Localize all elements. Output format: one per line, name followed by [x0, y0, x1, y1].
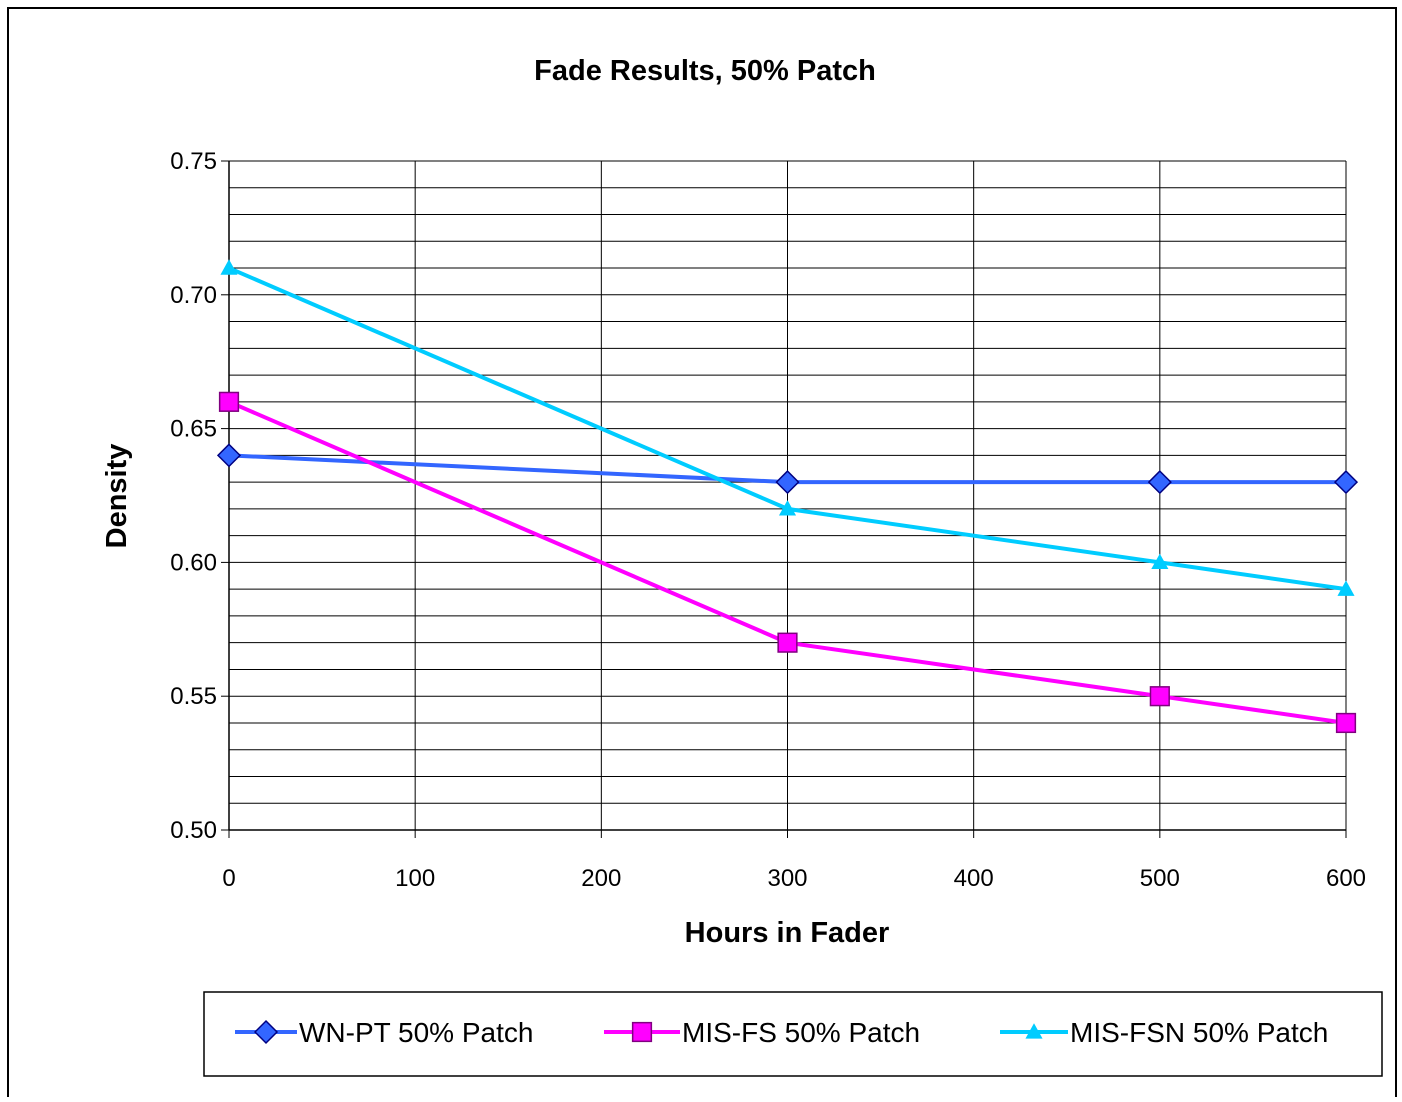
- legend-marker: [253, 1019, 279, 1045]
- data-point: [775, 470, 800, 495]
- data-point: [1335, 712, 1357, 734]
- data-point: [1337, 580, 1355, 596]
- y-tick-label: 0.55: [170, 683, 217, 710]
- x-tick-label: 0: [222, 865, 235, 892]
- x-tick-label: 200: [581, 865, 621, 892]
- data-point: [1147, 470, 1172, 495]
- legend-label: MIS-FSN 50% Patch: [1070, 1017, 1328, 1048]
- data-point: [1149, 686, 1170, 707]
- data-point: [778, 500, 797, 516]
- y-tick-label: 0.70: [170, 282, 217, 309]
- legend-label: MIS-FS 50% Patch: [682, 1017, 920, 1048]
- data-point: [216, 443, 242, 468]
- legend-label: WN-PT 50% Patch: [299, 1017, 533, 1048]
- y-tick-label: 0.75: [170, 148, 217, 175]
- plot-area: 0.50 0.55 0.60 0.65 0.70 0.75 0 100 200 300 400 500…: [170, 148, 1366, 892]
- x-tick-label: 600: [1326, 865, 1366, 892]
- legend-box: [203, 991, 1383, 1077]
- series-line: [228, 266, 1347, 592]
- legend-marker: [1025, 1023, 1043, 1039]
- series-line: [228, 453, 1346, 485]
- x-tick-label: 400: [954, 865, 994, 892]
- x-tick-label: 100: [395, 865, 435, 892]
- chart-border: [7, 7, 1397, 1102]
- y-tick-label: 0.60: [170, 549, 217, 576]
- legend: WN-PT 50% Patch MIS-FS 50% Patch MIS-FSN 5…: [203, 991, 1383, 1077]
- y-axis-title: Density: [101, 444, 133, 549]
- series-line: [228, 400, 1347, 725]
- x-axis-title: Hours in Fader: [685, 917, 890, 949]
- data-point: [1151, 553, 1169, 570]
- data-point: [220, 259, 238, 275]
- legend-marker: [631, 1021, 653, 1043]
- chart-title: Fade Results, 50% Patch: [534, 55, 876, 87]
- data-point: [218, 391, 240, 412]
- y-tick-label: 0.50: [170, 817, 217, 844]
- y-tick-label: 0.65: [170, 416, 217, 443]
- data-point: [1333, 470, 1359, 495]
- data-point: [777, 632, 798, 653]
- x-tick-label: 500: [1140, 865, 1180, 892]
- x-tick-label: 300: [767, 865, 807, 892]
